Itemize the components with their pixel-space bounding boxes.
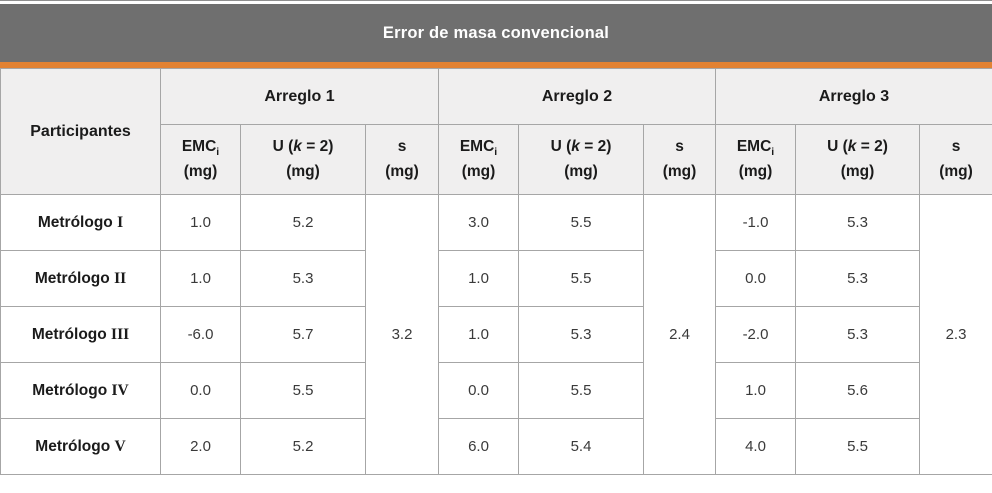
u-value-cell: 5.3 <box>518 306 644 363</box>
s-label: s <box>397 138 407 156</box>
participant-cell: Metrólogo IV <box>0 362 161 419</box>
emc-label: EMCi <box>459 137 498 158</box>
u-unit: (mg) <box>840 162 875 180</box>
u-value-cell: 5.2 <box>240 418 366 475</box>
s-header-cell: s (mg) <box>643 124 716 195</box>
group-header-arreglo-3: Arreglo 3 <box>715 68 992 125</box>
emc-value-cell: 0.0 <box>715 250 796 307</box>
table-title: Error de masa convencional <box>382 23 610 42</box>
emc-value-cell: 3.0 <box>438 194 519 251</box>
u-value-cell: 5.5 <box>518 194 644 251</box>
u-unit: (mg) <box>564 162 598 180</box>
u-unit: (mg) <box>286 162 320 180</box>
emc-unit: (mg) <box>461 163 496 181</box>
emc-value-cell: -1.0 <box>715 194 796 251</box>
u-value-cell: 5.5 <box>518 250 644 307</box>
participant-cell: Metrólogo III <box>0 306 161 363</box>
s-value-cell: 3.2 <box>365 194 439 475</box>
u-value-cell: 5.5 <box>240 362 366 419</box>
emc-value-cell: 6.0 <box>438 418 519 475</box>
u-value-cell: 5.3 <box>795 250 920 307</box>
table-title-bar: Error de masa convencional <box>0 4 992 62</box>
u-value-cell: 5.4 <box>518 418 644 475</box>
u-value-cell: 5.3 <box>795 306 920 363</box>
table-row: Metrólogo I 1.0 5.2 3.2 3.0 5.5 2.4 -1.0… <box>0 194 992 475</box>
participants-header-cell: Participantes <box>0 68 161 195</box>
u-label: U (k = 2) <box>272 138 334 156</box>
u-value-cell: 5.7 <box>240 306 366 363</box>
s-label: s <box>675 138 684 156</box>
table-row: Metrólogo V 2.0 5.2 6.0 5.4 4.0 5.5 <box>0 418 992 475</box>
emc-value-cell: 4.0 <box>715 418 796 475</box>
emc-value-cell: -6.0 <box>160 306 241 363</box>
s-unit: (mg) <box>939 162 973 180</box>
s-header-cell: s (mg) <box>365 124 439 195</box>
u-value-cell: 5.6 <box>795 362 920 419</box>
emc-value-cell: 1.0 <box>160 194 241 251</box>
emc-value-cell: -2.0 <box>715 306 796 363</box>
table-row: Metrólogo IV 0.0 5.5 0.0 5.5 1.0 5.6 <box>0 362 992 419</box>
emc-value-cell: 0.0 <box>160 362 241 419</box>
s-unit: (mg) <box>662 162 697 180</box>
s-value-cell: 2.4 <box>643 194 716 475</box>
participant-cell: Metrólogo V <box>0 418 161 475</box>
emc-header-cell: EMCi (mg) <box>160 124 241 195</box>
u-value-cell: 5.2 <box>240 194 366 251</box>
table-row: Metrólogo II 1.0 5.3 1.0 5.5 0.0 5.3 <box>0 250 992 307</box>
u-header-cell: U (k = 2) (mg) <box>518 124 644 195</box>
group-header-arreglo-1: Arreglo 1 <box>160 68 439 125</box>
s-header-cell: s (mg) <box>919 124 992 195</box>
emc-value-cell: 1.0 <box>715 362 796 419</box>
accent-divider <box>0 62 992 68</box>
emc-value-cell: 0.0 <box>438 362 519 419</box>
emc-value-cell: 1.0 <box>438 306 519 363</box>
data-table: Participantes Arreglo 1 Arreglo 2 Arregl… <box>0 68 992 475</box>
u-value-cell: 5.3 <box>240 250 366 307</box>
s-unit: (mg) <box>385 162 419 180</box>
emc-label: EMCi <box>181 137 220 158</box>
u-header-cell: U (k = 2) (mg) <box>240 124 366 195</box>
emc-header-cell: EMCi (mg) <box>715 124 796 195</box>
u-value-cell: 5.3 <box>795 194 920 251</box>
s-label: s <box>951 138 961 156</box>
emc-value-cell: 1.0 <box>438 250 519 307</box>
u-value-cell: 5.5 <box>518 362 644 419</box>
emc-value-cell: 1.0 <box>160 250 241 307</box>
emc-unit: (mg) <box>183 163 218 181</box>
u-value-cell: 5.5 <box>795 418 920 475</box>
s-value-cell: 2.3 <box>919 194 992 475</box>
group-header-row: Participantes Arreglo 1 Arreglo 2 Arregl… <box>0 68 992 195</box>
emc-value-cell: 2.0 <box>160 418 241 475</box>
u-label: U (k = 2) <box>827 138 888 156</box>
group-header-arreglo-2: Arreglo 2 <box>438 68 716 125</box>
u-label: U (k = 2) <box>550 138 612 156</box>
u-header-cell: U (k = 2) (mg) <box>795 124 920 195</box>
participant-cell: Metrólogo II <box>0 250 161 307</box>
emc-header-cell: EMCi (mg) <box>438 124 519 195</box>
table-row: Metrólogo III -6.0 5.7 1.0 5.3 -2.0 5.3 <box>0 306 992 363</box>
participant-cell: Metrólogo I <box>0 194 161 251</box>
emc-label: EMCi <box>736 137 775 158</box>
sub-header-row: EMCi (mg) U (k = 2) (mg) s (mg) EMCi (mg… <box>1 124 992 195</box>
emc-unit: (mg) <box>738 163 773 181</box>
